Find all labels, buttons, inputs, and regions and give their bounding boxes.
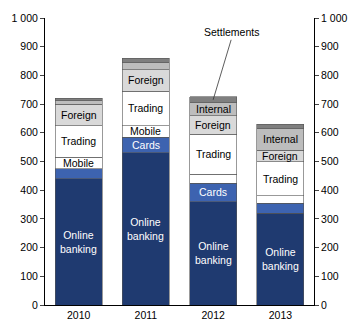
svg-text:Cards: Cards — [132, 139, 160, 151]
svg-text:500: 500 — [321, 155, 339, 167]
svg-text:100: 100 — [20, 270, 38, 282]
svg-text:800: 800 — [20, 69, 38, 81]
svg-text:Foreign: Foreign — [262, 150, 298, 162]
svg-text:600: 600 — [20, 126, 38, 138]
svg-text:Trading: Trading — [196, 148, 231, 160]
svg-text:Foreign: Foreign — [128, 74, 164, 86]
svg-text:500: 500 — [20, 155, 38, 167]
svg-text:Trading: Trading — [61, 135, 96, 147]
svg-text:400: 400 — [321, 184, 339, 196]
svg-text:Internal: Internal — [196, 103, 231, 115]
svg-text:Mobile: Mobile — [130, 125, 161, 137]
svg-text:700: 700 — [321, 98, 339, 110]
svg-text:2012: 2012 — [201, 309, 225, 321]
svg-text:Trading: Trading — [128, 102, 163, 114]
svg-text:2013: 2013 — [269, 309, 293, 321]
svg-text:Trading: Trading — [263, 173, 298, 185]
svg-text:Onlinebanking: Onlinebanking — [127, 216, 164, 242]
svg-text:1 000: 1 000 — [12, 12, 38, 24]
svg-text:600: 600 — [321, 126, 339, 138]
svg-text:1 000: 1 000 — [321, 12, 347, 24]
svg-text:400: 400 — [20, 184, 38, 196]
svg-text:800: 800 — [321, 69, 339, 81]
svg-text:200: 200 — [321, 241, 339, 253]
svg-text:0: 0 — [32, 299, 38, 311]
svg-text:Onlinebanking: Onlinebanking — [195, 240, 232, 266]
svg-text:Onlinebanking: Onlinebanking — [60, 229, 97, 255]
svg-text:Mobile: Mobile — [63, 157, 94, 169]
svg-text:2011: 2011 — [135, 309, 158, 321]
svg-text:Onlinebanking: Onlinebanking — [262, 246, 299, 272]
svg-text:2010: 2010 — [67, 309, 91, 321]
svg-text:Internal: Internal — [263, 133, 298, 145]
svg-text:200: 200 — [20, 241, 38, 253]
svg-text:300: 300 — [20, 213, 38, 225]
svg-text:Settlements: Settlements — [204, 26, 259, 38]
svg-text:900: 900 — [321, 40, 339, 52]
svg-text:Foreign: Foreign — [195, 119, 231, 131]
svg-text:Foreign: Foreign — [61, 109, 97, 121]
svg-text:100: 100 — [321, 270, 339, 282]
svg-text:300: 300 — [321, 213, 339, 225]
svg-text:700: 700 — [20, 98, 38, 110]
svg-text:0: 0 — [321, 299, 327, 311]
svg-text:900: 900 — [20, 40, 38, 52]
svg-text:Cards: Cards — [199, 186, 227, 198]
